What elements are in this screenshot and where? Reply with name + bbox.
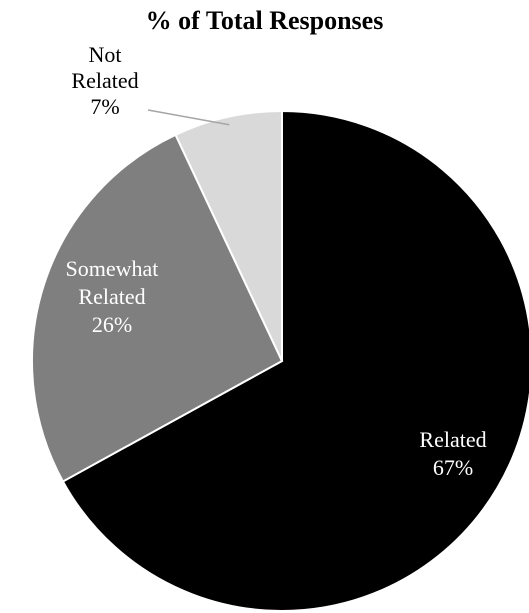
pie-slice-somewhat-related: [31, 133, 284, 483]
slice-value-label: 67%: [433, 455, 473, 480]
slice-category-label: Related: [71, 68, 138, 93]
pie-slice-related: [61, 109, 529, 612]
chart-title: % of Total Responses: [145, 6, 384, 35]
slice-value-label: 7%: [90, 94, 119, 119]
leader-line-not-related: [147, 109, 230, 126]
slice-category-label: Not: [89, 42, 122, 67]
slice-value-label: 26%: [92, 312, 132, 337]
slice-category-label: Related: [78, 284, 145, 309]
pie-slice-not-related: [174, 109, 283, 362]
slice-category-label: Related: [419, 427, 486, 452]
slice-category-label: Somewhat: [66, 256, 159, 281]
